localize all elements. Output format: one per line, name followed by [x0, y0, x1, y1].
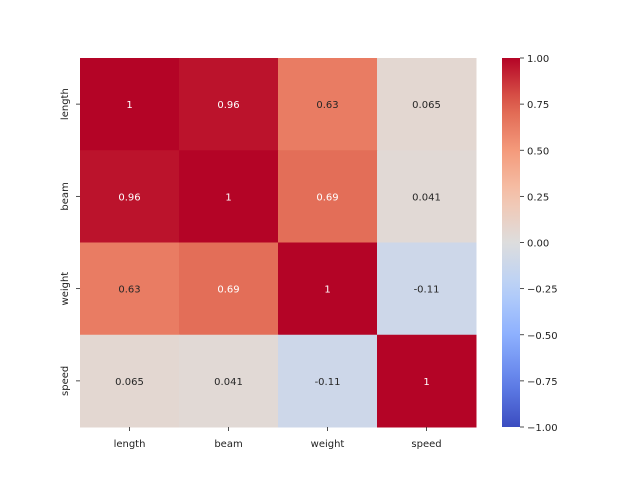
cell-label: 0.96: [118, 192, 140, 203]
heatmap-cell: [179, 58, 279, 151]
cell-label: 0.065: [412, 100, 441, 111]
colorbar-tick-label: 0.25: [527, 192, 549, 203]
heatmap-cell: [377, 58, 477, 151]
cell-label: 1: [225, 192, 231, 203]
x-tick-label: speed: [411, 439, 441, 450]
heatmap-cell: [179, 334, 279, 428]
heatmap-cell: [80, 58, 180, 151]
colorbar-tick-label: −0.50: [527, 331, 558, 342]
heatmap-cell: [278, 58, 378, 151]
x-axis: length beam weight speed: [114, 427, 442, 450]
cell-label: 0.041: [412, 192, 441, 203]
y-tick-label: weight: [60, 272, 71, 306]
heatmap-cell: [80, 334, 180, 428]
y-tick-label: beam: [60, 182, 71, 210]
x-tick-label: length: [114, 439, 146, 450]
colorbar-ticks: 1.00 0.75 0.50 0.25 0.00 −0.25 −0.50 −0.75 −1.00: [520, 54, 558, 434]
colorbar-tick-label: −0.25: [527, 285, 558, 296]
cell-label: 0.041: [214, 377, 243, 388]
heatmap-cells: 1 0.96 0.63 0.065 0.96 1 0.69 0.041 0.63 0.69 1 -0.…: [80, 58, 477, 428]
colorbar-tick-label: 0.50: [527, 146, 549, 157]
heatmap-cell: [278, 150, 378, 243]
cell-label: 0.63: [316, 100, 338, 111]
heatmap-cell: [80, 150, 180, 243]
cell-label: -0.11: [315, 377, 341, 388]
heatmap-cell: [377, 150, 477, 243]
heatmap-cell: [80, 242, 180, 336]
colorbar-tick-label: 1.00: [527, 54, 549, 65]
heatmap-cell: [278, 334, 378, 428]
y-axis: length beam weight speed: [60, 88, 80, 396]
cell-label: -0.11: [414, 285, 440, 296]
heatmap-cell: [278, 242, 378, 336]
colorbar-tick-label: 0.75: [527, 100, 549, 111]
x-tick-label: weight: [311, 439, 345, 450]
cell-label: 0.63: [118, 285, 140, 296]
colorbar-tick-label: −0.75: [527, 377, 558, 388]
cell-label: 0.69: [217, 285, 239, 296]
cell-label: 1: [423, 377, 429, 388]
cell-label: 1: [324, 285, 330, 296]
heatmap-cell: [377, 334, 477, 428]
colorbar: 1.00 0.75 0.50 0.25 0.00 −0.25 −0.50 −0.75 −1.00: [502, 54, 558, 434]
cell-label: 0.065: [115, 377, 144, 388]
y-tick-label: length: [60, 88, 71, 120]
colorbar-tick-label: −1.00: [527, 423, 558, 434]
y-tick-label: speed: [60, 366, 71, 396]
cell-label: 1: [126, 100, 132, 111]
colorbar-tick-label: 0.00: [527, 239, 549, 250]
heatmap-cell: [179, 150, 279, 243]
heatmap-cell: [377, 242, 477, 336]
cell-label: 0.69: [316, 192, 338, 203]
x-tick-label: beam: [214, 439, 242, 450]
cell-label: 0.96: [217, 100, 239, 111]
heatmap-cell: [179, 242, 279, 336]
colorbar-gradient: [502, 58, 520, 427]
